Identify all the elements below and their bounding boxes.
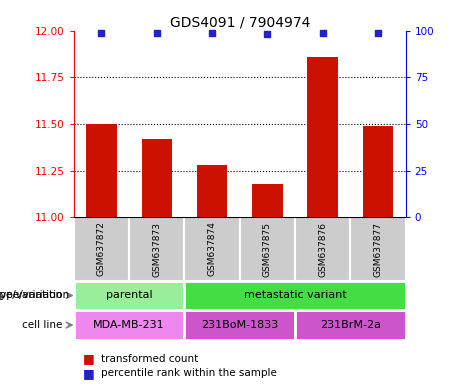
Bar [295,310,406,340]
Text: MDA-MB-231: MDA-MB-231 [93,320,165,330]
Bar [142,139,172,217]
Text: cell line: cell line [22,320,63,330]
Text: GSM637877: GSM637877 [373,222,383,276]
Point [98,30,105,36]
Point [374,30,382,36]
Text: metastatic variant: metastatic variant [244,290,346,301]
Text: genotype/variation: genotype/variation [0,290,69,301]
Bar [86,124,117,217]
Text: genotype/variation: genotype/variation [0,290,63,301]
Bar [184,310,295,340]
Point [319,30,326,36]
Bar [74,217,129,281]
Text: parental: parental [106,290,153,301]
Text: GSM637873: GSM637873 [152,222,161,276]
Bar [184,281,406,310]
Text: ■: ■ [83,353,95,366]
Bar [129,217,184,281]
Text: GSM637874: GSM637874 [207,222,217,276]
Text: GSM637876: GSM637876 [318,222,327,276]
Text: 231BrM-2a: 231BrM-2a [320,320,381,330]
Point [208,30,216,36]
Bar [252,184,283,217]
Text: transformed count: transformed count [101,354,199,364]
Text: ■: ■ [83,367,95,380]
Bar [74,310,184,340]
Bar [184,217,240,281]
Bar [295,217,350,281]
Title: GDS4091 / 7904974: GDS4091 / 7904974 [170,16,310,30]
Bar [350,217,406,281]
Bar [363,126,393,217]
Bar [74,281,184,310]
Point [264,31,271,38]
Text: percentile rank within the sample: percentile rank within the sample [101,368,278,378]
Point [153,30,160,36]
Bar [307,57,338,217]
Text: GSM637875: GSM637875 [263,222,272,276]
Bar [197,165,227,217]
Text: 231BoM-1833: 231BoM-1833 [201,320,278,330]
Bar [240,217,295,281]
Text: GSM637872: GSM637872 [97,222,106,276]
